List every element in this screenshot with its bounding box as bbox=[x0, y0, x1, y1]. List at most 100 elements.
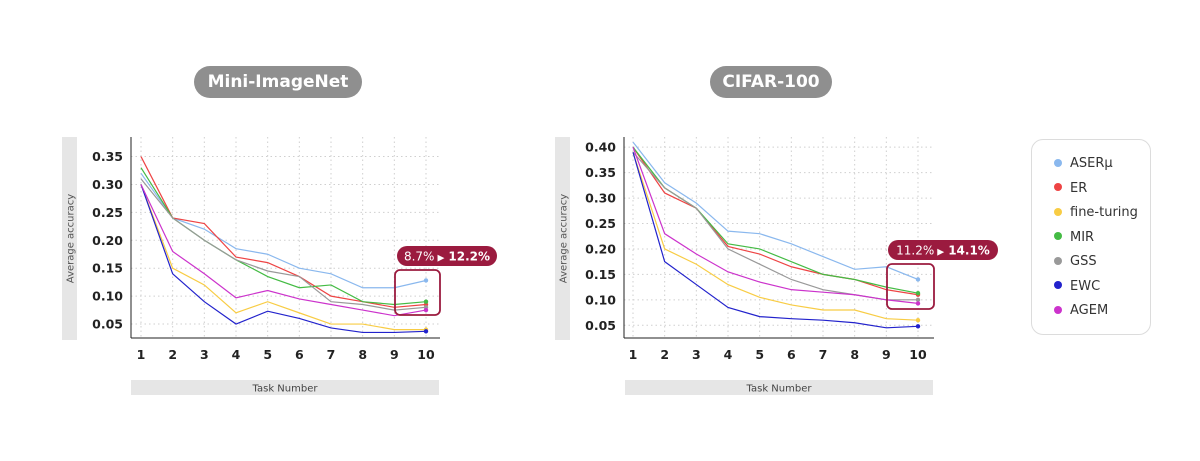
legend-item: ASERμ bbox=[1054, 154, 1113, 174]
x-tick-label: 10 bbox=[909, 347, 927, 362]
y-tick-label: 0.35 bbox=[585, 165, 616, 180]
callout-badge bbox=[888, 240, 998, 260]
callout-from: 8.7% bbox=[404, 250, 435, 264]
legend-item: GSS bbox=[1054, 252, 1097, 272]
series-end-point bbox=[915, 324, 921, 329]
y-tick-label: 0.35 bbox=[92, 149, 123, 164]
ylabel-band bbox=[555, 137, 570, 340]
series-end-point bbox=[915, 277, 921, 282]
y-tick-label: 0.20 bbox=[585, 241, 616, 256]
series-line bbox=[140, 156, 427, 308]
chart-title-cifar100: CIFAR-100 bbox=[710, 66, 832, 98]
legend-dot-icon bbox=[1054, 305, 1062, 314]
series-line bbox=[140, 172, 427, 289]
series-line bbox=[140, 184, 427, 334]
legend-item: fine-turing bbox=[1054, 203, 1138, 223]
y-tick-label: 0.15 bbox=[585, 267, 616, 282]
y-tick-label: 0.15 bbox=[92, 261, 123, 276]
y-tick-label: 0.05 bbox=[585, 318, 616, 333]
y-tick-label: 0.05 bbox=[92, 317, 123, 332]
callout-from: 11.2% bbox=[896, 244, 934, 258]
x-tick-label: 9 bbox=[882, 347, 891, 362]
legend-label: GSS bbox=[1070, 254, 1097, 269]
legend-label: EWC bbox=[1070, 278, 1101, 294]
series-line bbox=[632, 151, 918, 301]
legend-dot-icon bbox=[1054, 232, 1062, 240]
callout-badge bbox=[397, 246, 497, 266]
legend-dot-icon bbox=[1054, 281, 1062, 289]
x-axis-label: Task Number bbox=[252, 384, 319, 395]
legend-label: MIR bbox=[1070, 229, 1095, 245]
series-line bbox=[140, 178, 427, 311]
highlight-box bbox=[886, 263, 935, 310]
legend-dot-icon bbox=[1054, 256, 1062, 265]
x-tick-label: 7 bbox=[327, 347, 336, 362]
y-tick-label: 0.25 bbox=[585, 216, 616, 231]
arrow-right-icon: ▶ bbox=[437, 254, 444, 264]
x-tick-label: 5 bbox=[755, 347, 764, 362]
legend-item: AGEM bbox=[1054, 301, 1108, 321]
x-tick-label: 3 bbox=[692, 347, 701, 362]
chart-title-mini-imagenet: Mini-ImageNet bbox=[194, 66, 362, 98]
x-tick-label: 9 bbox=[390, 347, 399, 362]
legend: ASERμ ER fine-turing MIR GSS EWC AGEM bbox=[1031, 139, 1151, 335]
arrow-right-icon: ▶ bbox=[937, 248, 944, 258]
x-tick-label: 1 bbox=[137, 347, 146, 362]
x-tick-label: 7 bbox=[819, 347, 828, 362]
series-line bbox=[632, 141, 919, 281]
legend-label: AGEM bbox=[1070, 303, 1109, 318]
series-end-point bbox=[423, 307, 429, 313]
legend-label: ER bbox=[1070, 180, 1088, 196]
legend-dot-icon bbox=[1054, 158, 1062, 167]
x-tick-label: 2 bbox=[168, 347, 177, 362]
x-tick-label: 2 bbox=[660, 347, 669, 362]
y-tick-label: 0.30 bbox=[585, 191, 616, 206]
legend-dot-icon bbox=[1054, 183, 1062, 191]
callout-to: 12.2% bbox=[448, 250, 490, 264]
x-tick-label: 8 bbox=[850, 347, 859, 362]
y-tick-label: 0.25 bbox=[92, 205, 123, 220]
y-tick-label: 0.30 bbox=[92, 177, 123, 192]
legend-label: ASERμ bbox=[1070, 156, 1113, 171]
series-end-point bbox=[915, 297, 921, 303]
x-tick-label: 4 bbox=[232, 347, 241, 362]
series-line bbox=[140, 184, 427, 317]
y-tick-label: 0.20 bbox=[92, 233, 123, 248]
callout-text: 11.2% ▶ 14.1% bbox=[896, 244, 990, 258]
y-axis-label: Average accuracy bbox=[66, 194, 77, 283]
y-axis-label: Average accuracy bbox=[559, 194, 570, 283]
series-end-point bbox=[915, 291, 921, 296]
x-tick-label: 4 bbox=[724, 347, 733, 362]
series-end-point bbox=[915, 301, 921, 306]
legend-item: MIR bbox=[1054, 228, 1094, 248]
series-line bbox=[632, 146, 919, 304]
x-tick-label: 8 bbox=[358, 347, 367, 362]
x-tick-label: 1 bbox=[629, 347, 638, 362]
y-tick-label: 0.40 bbox=[585, 140, 616, 155]
legend-item: EWC bbox=[1054, 277, 1100, 297]
series-end-point bbox=[915, 317, 921, 323]
ylabel-band bbox=[62, 137, 77, 340]
y-tick-label: 0.10 bbox=[92, 289, 123, 304]
x-tick-label: 6 bbox=[787, 347, 796, 362]
highlight-box bbox=[394, 269, 441, 316]
legend-label: fine-turing bbox=[1070, 205, 1138, 220]
series-line bbox=[632, 152, 919, 321]
series-line bbox=[140, 184, 426, 331]
x-tick-label: 6 bbox=[295, 347, 304, 362]
series-end-point bbox=[423, 329, 429, 334]
x-tick-label: 3 bbox=[200, 347, 209, 362]
x-tick-label: 10 bbox=[417, 347, 435, 362]
series-end-point bbox=[423, 278, 429, 283]
callout-to: 14.1% bbox=[948, 244, 990, 258]
series-line bbox=[632, 152, 919, 329]
callout-text: 8.7% ▶ 12.2% bbox=[404, 250, 490, 264]
legend-item: ER bbox=[1054, 179, 1087, 199]
y-tick-label: 0.10 bbox=[585, 292, 616, 307]
legend-dot-icon bbox=[1054, 207, 1062, 216]
xlabel-band bbox=[625, 380, 933, 395]
x-tick-label: 5 bbox=[263, 347, 272, 362]
x-axis-label: Task Number bbox=[746, 384, 813, 395]
